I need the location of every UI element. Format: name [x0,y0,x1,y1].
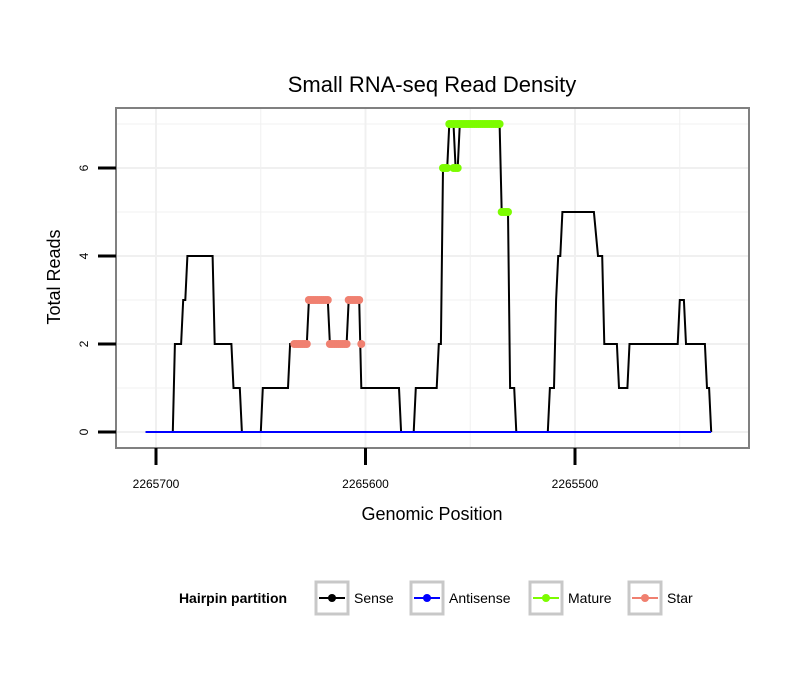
x-tick-label: 2265600 [342,477,389,491]
legend-key-point [542,594,550,602]
star-point [323,296,332,304]
legend-label-star: Star [667,590,693,606]
mature-point [453,164,462,172]
y-tick-label: 4 [77,252,91,259]
legend-entry-mature: Mature [528,580,612,616]
y-tick-label: 0 [77,428,91,435]
x-tick-label: 2265700 [133,477,180,491]
legend-label-antisense: Antisense [449,590,511,606]
star-point [302,340,311,348]
series-line-sense [145,123,713,433]
y-tick-label: 6 [77,164,91,171]
legend-entry-star: Star [627,580,693,616]
grid [116,108,749,448]
star-point [357,340,366,348]
legend-key-point [328,594,336,602]
legend-label-mature: Mature [568,590,612,606]
series-layer [145,123,713,433]
mature-point [504,208,512,216]
legend-entry-sense: Sense [314,580,394,616]
legend-entry-antisense: Antisense [409,580,511,616]
legend-key-point [641,594,649,602]
y-tick-label: 2 [77,340,91,347]
chart-title: Small RNA-seq Read Density [288,72,577,97]
star-point [342,340,351,348]
points-layer [290,120,512,348]
axes: 0 2 4 6 2265700 2265600 2265500 [77,164,599,491]
legend-title: Hairpin partition [179,590,287,606]
legend-label-sense: Sense [354,590,394,606]
plot-panel [115,107,750,449]
legend-key-point [423,594,431,602]
mature-point [495,120,504,128]
star-point [355,296,364,304]
y-axis-title: Total Reads [44,229,64,324]
x-axis-title: Genomic Position [361,504,502,524]
mature-point [443,164,452,172]
x-tick-label: 2265500 [552,477,599,491]
legend: Hairpin partition Sense Antisense Mature St… [179,580,693,616]
